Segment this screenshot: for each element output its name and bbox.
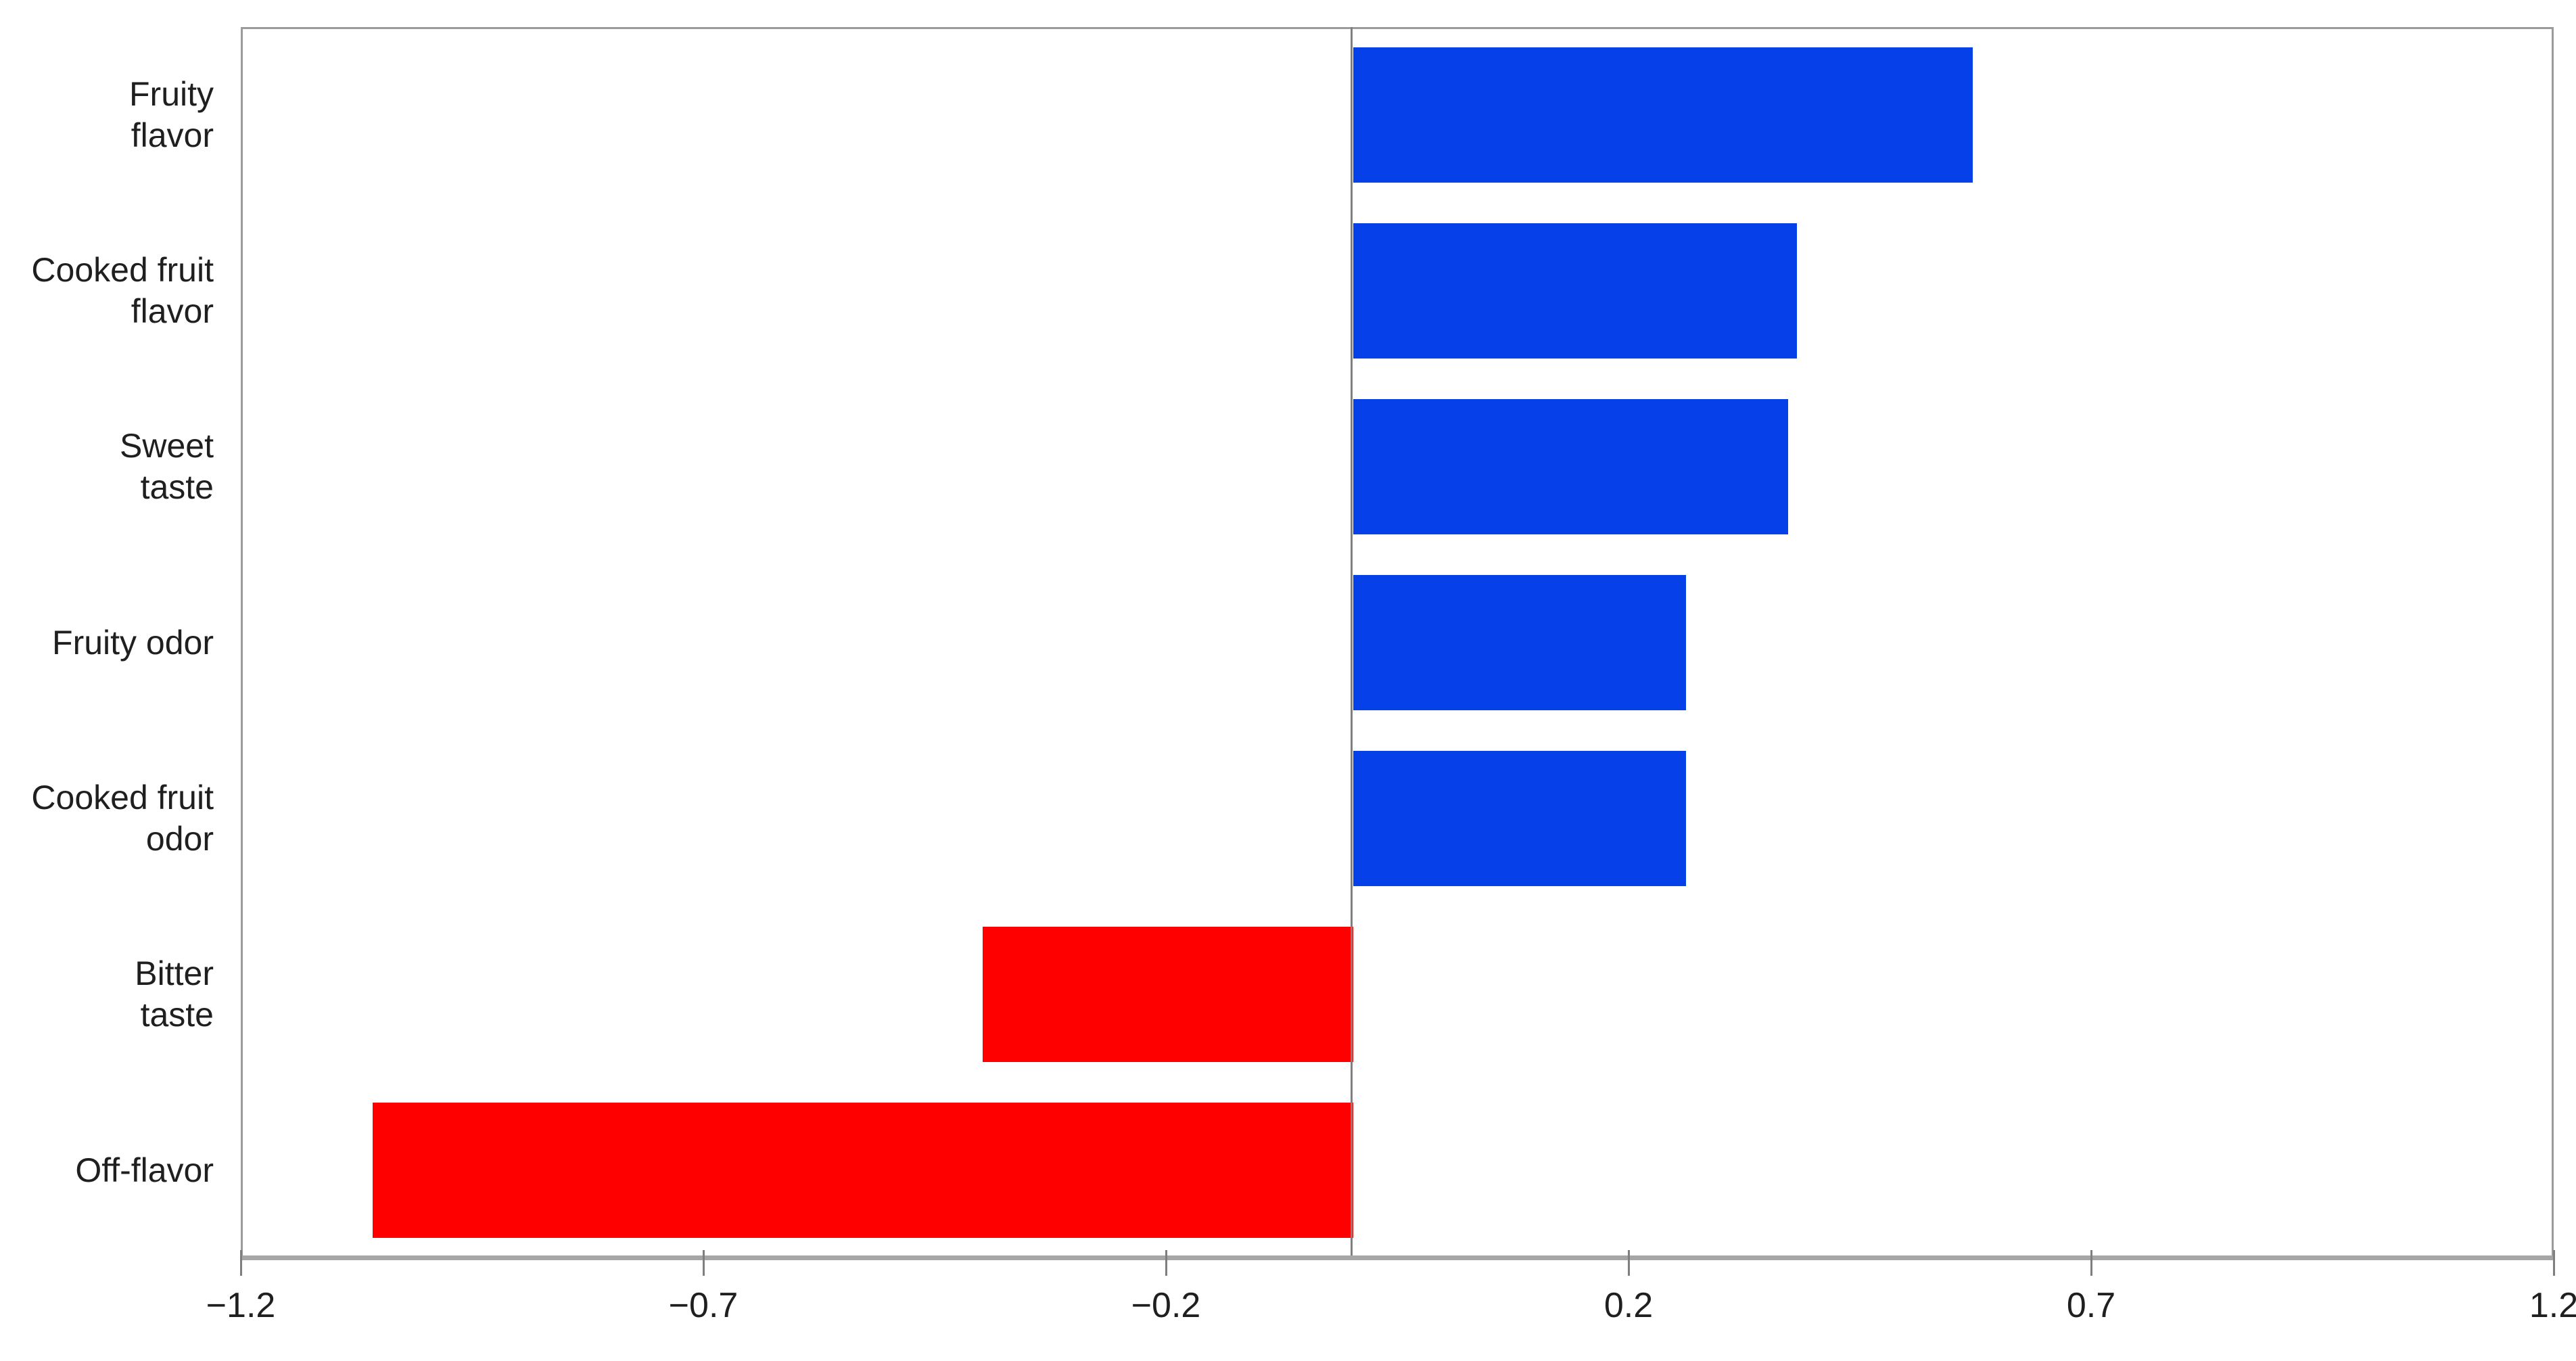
- x-tick-1.2: [2553, 1250, 2555, 1276]
- x-tick-minus-0.7: [703, 1250, 705, 1276]
- y-label-cooked-fruit-flavor: Cooked fruit flavor: [31, 251, 214, 330]
- x-tick-label-0.7: 0.7: [2066, 1286, 2116, 1325]
- x-tick-label-minus-1.2: −1.2: [206, 1286, 276, 1325]
- plot-area: [241, 27, 2554, 1258]
- x-tick-label-1.2: 1.2: [2529, 1286, 2576, 1325]
- y-label-off-flavor: Off-flavor: [75, 1151, 214, 1189]
- zero-baseline-line: [1350, 27, 1353, 1258]
- x-tick-0.2: [1628, 1250, 1630, 1276]
- y-label-sweet-taste: Sweet taste: [120, 427, 214, 506]
- y-label-fruity-odor: Fruity odor: [52, 623, 214, 662]
- bar-cooked-fruit-flavor: [1353, 223, 1798, 359]
- x-tick-label-minus-0.7: −0.7: [668, 1286, 739, 1325]
- x-axis-line: [241, 1255, 2554, 1260]
- x-tick-0.7: [2090, 1250, 2092, 1276]
- bar-cooked-fruit-odor: [1353, 751, 1687, 886]
- y-label-cooked-fruit-odor: Cooked fruit odor: [31, 779, 214, 858]
- bar-fruity-flavor: [1353, 47, 1973, 183]
- x-tick-minus-0.2: [1165, 1250, 1167, 1276]
- bar-bitter-taste: [983, 927, 1353, 1062]
- y-label-fruity-flavor: Fruity flavor: [129, 75, 214, 154]
- x-tick-label-0.2: 0.2: [1603, 1286, 1654, 1325]
- bar-fruity-odor: [1353, 575, 1687, 710]
- bar-sweet-taste: [1353, 399, 1788, 534]
- bar-off-flavor: [372, 1103, 1353, 1238]
- y-label-bitter-taste: Bitter taste: [135, 954, 214, 1034]
- x-tick-label-minus-0.2: −0.2: [1131, 1286, 1201, 1325]
- x-tick-minus-1.2: [240, 1250, 242, 1276]
